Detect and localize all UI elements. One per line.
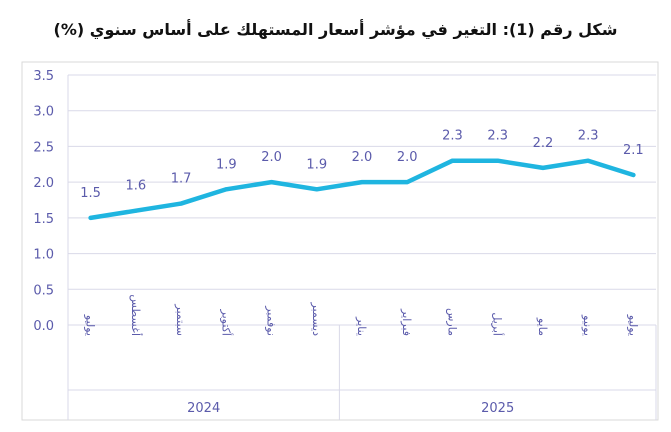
y-tick-label: 3.5 — [33, 69, 54, 84]
data-point — [314, 187, 319, 192]
x-tick-label: فبراير — [400, 308, 413, 336]
data-point — [360, 180, 364, 185]
y-tick-label: 0.0 — [33, 319, 54, 334]
y-tick-label: 1.5 — [33, 212, 54, 227]
data-label: 2.0 — [261, 150, 282, 165]
y-tick-label: 2.5 — [33, 140, 54, 155]
chart-title: شكل رقم (1): التغير في مؤشر أسعار المسته… — [53, 20, 618, 39]
y-tick-label: 0.5 — [33, 283, 54, 298]
data-label: 1.7 — [171, 172, 192, 187]
data-point — [269, 180, 274, 185]
x-tick-label: أغسطس — [129, 294, 143, 336]
data-point — [179, 201, 184, 206]
x-tick-label: يوليو — [84, 314, 97, 336]
data-label: 2.2 — [533, 136, 554, 151]
x-tick-label: يونيو — [581, 314, 594, 336]
data-label: 2.3 — [578, 129, 599, 144]
x-tick-label: يوليو — [626, 314, 639, 336]
x-tick-label: نوفمبر — [265, 305, 278, 336]
group-label: 2024 — [187, 401, 220, 416]
data-label: 1.6 — [126, 179, 147, 194]
data-point — [88, 215, 93, 220]
data-point — [133, 208, 138, 213]
data-point — [540, 165, 545, 170]
data-label: 2.3 — [442, 129, 463, 144]
data-label: 2.0 — [352, 150, 373, 165]
data-label: 2.3 — [487, 129, 508, 144]
data-point — [224, 187, 229, 192]
y-tick-label: 1.0 — [33, 248, 54, 263]
series-line — [88, 158, 636, 221]
y-tick-label: 2.0 — [33, 176, 54, 191]
x-tick-label: سبتمبر — [174, 303, 187, 336]
x-tick-label: أبريل — [491, 312, 505, 336]
x-tick-label: مارس — [445, 308, 458, 336]
data-point — [631, 173, 636, 177]
group-label: 2025 — [481, 401, 514, 416]
data-label: 2.1 — [623, 143, 644, 158]
chart-border — [21, 61, 659, 421]
data-point — [405, 180, 410, 185]
y-tick-label: 3.0 — [33, 105, 54, 120]
data-point — [450, 158, 455, 163]
x-tick-label: يناير — [355, 316, 368, 336]
data-label: 2.0 — [397, 150, 418, 165]
data-label: 1.5 — [80, 186, 101, 201]
x-tick-label: مايو — [536, 317, 549, 336]
data-label: 1.9 — [216, 157, 237, 172]
data-label: 1.9 — [306, 157, 327, 172]
x-tick-label: أكتوبر — [219, 309, 233, 336]
data-point — [495, 158, 500, 163]
data-point — [586, 158, 591, 163]
x-tick-label: ديسمبر — [310, 301, 323, 336]
